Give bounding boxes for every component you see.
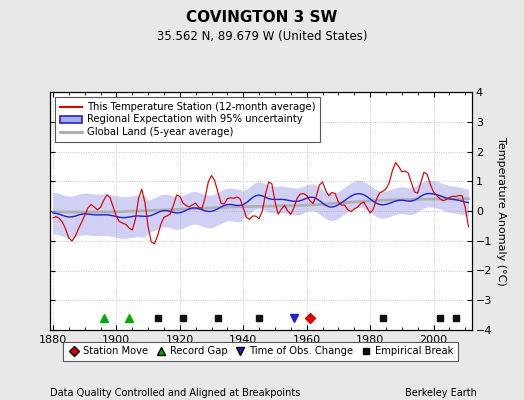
Y-axis label: Temperature Anomaly (°C): Temperature Anomaly (°C)	[496, 137, 506, 285]
Text: COVINGTON 3 SW: COVINGTON 3 SW	[187, 10, 337, 25]
Text: Berkeley Earth: Berkeley Earth	[405, 388, 477, 398]
Text: 35.562 N, 89.679 W (United States): 35.562 N, 89.679 W (United States)	[157, 30, 367, 43]
Legend: This Temperature Station (12-month average), Regional Expectation with 95% uncer: This Temperature Station (12-month avera…	[55, 97, 320, 142]
Text: Data Quality Controlled and Aligned at Breakpoints: Data Quality Controlled and Aligned at B…	[50, 388, 300, 398]
Legend: Station Move, Record Gap, Time of Obs. Change, Empirical Break: Station Move, Record Gap, Time of Obs. C…	[63, 342, 458, 360]
